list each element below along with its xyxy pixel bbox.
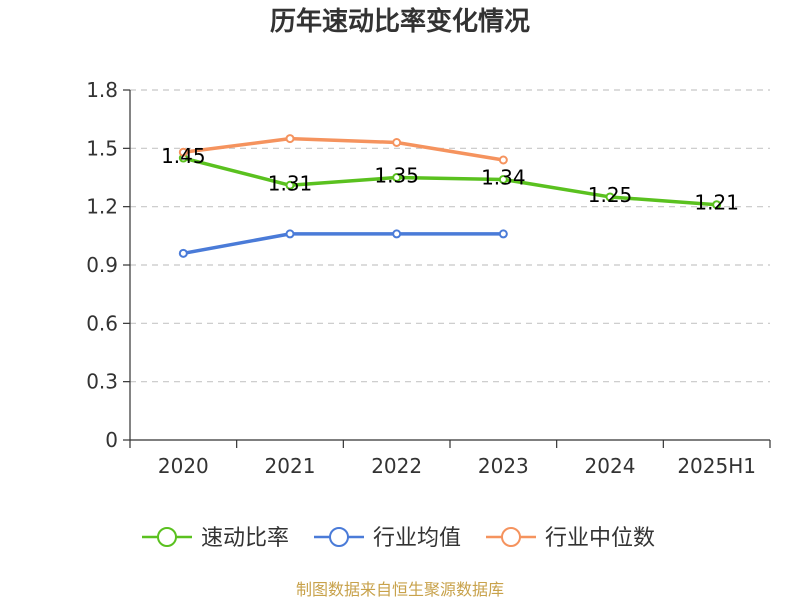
x-tick-label: 2020 <box>158 454 209 478</box>
axes: 0 0.3 0.6 0.9 1.2 1.5 1.8 2020 2021 2022 2023 2024 2… <box>86 78 771 478</box>
grid <box>130 89 770 383</box>
x-tick-label: 2022 <box>371 454 422 478</box>
data-label: 1.35 <box>374 164 419 188</box>
y-tick-label: 0.9 <box>86 253 118 277</box>
data-point <box>285 229 295 239</box>
y-tick-label: 0.3 <box>86 370 118 394</box>
legend-label: 速动比率 <box>201 526 289 551</box>
legend: 速动比率 行业均值 行业中位数 <box>142 526 655 551</box>
y-tick-label: 1.5 <box>86 136 118 160</box>
data-label: 1.25 <box>588 183 633 207</box>
x-tick-label: 2021 <box>265 454 316 478</box>
y-tick-label: 0 <box>105 428 118 452</box>
legend-marker <box>329 527 349 547</box>
data-labels: 1.45 1.31 1.35 1.34 1.25 1.21 <box>161 144 739 215</box>
series-line-0 <box>181 156 719 207</box>
y-tick-label: 0.6 <box>86 311 118 335</box>
legend-item-1: 行业均值 <box>314 526 461 551</box>
data-point <box>712 200 722 210</box>
data-point <box>498 155 508 165</box>
series-line-2 <box>181 136 506 162</box>
chart-title: 历年速动比率变化情况 <box>270 6 530 37</box>
data-point <box>178 248 188 258</box>
x-tick-label: 2024 <box>585 454 636 478</box>
series-line-1 <box>181 232 506 256</box>
data-point <box>392 138 402 147</box>
legend-item-2: 行业中位数 <box>486 526 655 551</box>
legend-item-0: 速动比率 <box>142 526 289 551</box>
y-tick-label: 1.2 <box>86 195 118 219</box>
data-point <box>178 147 188 157</box>
data-point <box>392 229 402 239</box>
data-label: 1.45 <box>161 144 206 168</box>
x-tick-label: 2023 <box>478 454 529 478</box>
x-tick-label: 2025H1 <box>677 454 756 478</box>
y-tick-label: 1.8 <box>86 78 118 102</box>
source-note: 制图数据来自恒生聚源数据库 <box>296 580 504 599</box>
data-label: 1.31 <box>268 171 313 195</box>
data-point <box>285 134 295 144</box>
data-label: 1.21 <box>694 191 739 215</box>
legend-label: 行业均值 <box>373 526 461 551</box>
data-point <box>498 174 508 184</box>
series-group <box>178 134 722 258</box>
legend-marker <box>501 527 521 547</box>
data-point <box>605 192 615 202</box>
data-point <box>392 173 402 182</box>
legend-marker <box>157 527 177 547</box>
data-point <box>285 180 295 190</box>
data-label: 1.34 <box>481 165 526 189</box>
legend-label: 行业中位数 <box>545 526 655 551</box>
data-point <box>498 229 508 239</box>
